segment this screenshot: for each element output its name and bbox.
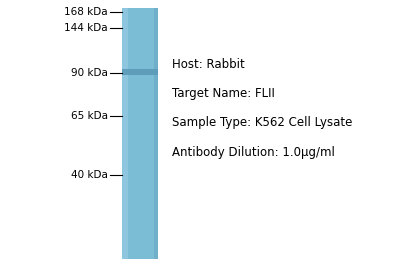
Bar <box>122 69 158 75</box>
Bar <box>122 8 158 259</box>
Text: Target Name: FLII: Target Name: FLII <box>172 87 275 100</box>
Text: Host: Rabbit: Host: Rabbit <box>172 58 245 70</box>
Bar <box>154 8 158 259</box>
Text: 168 kDa: 168 kDa <box>64 7 108 17</box>
Text: 65 kDa: 65 kDa <box>71 111 108 121</box>
Text: 40 kDa: 40 kDa <box>71 170 108 180</box>
Text: Antibody Dilution: 1.0µg/ml: Antibody Dilution: 1.0µg/ml <box>172 146 335 159</box>
Text: Sample Type: K562 Cell Lysate: Sample Type: K562 Cell Lysate <box>172 116 352 129</box>
Bar <box>122 8 128 259</box>
Text: 90 kDa: 90 kDa <box>71 68 108 78</box>
Text: 144 kDa: 144 kDa <box>64 23 108 33</box>
